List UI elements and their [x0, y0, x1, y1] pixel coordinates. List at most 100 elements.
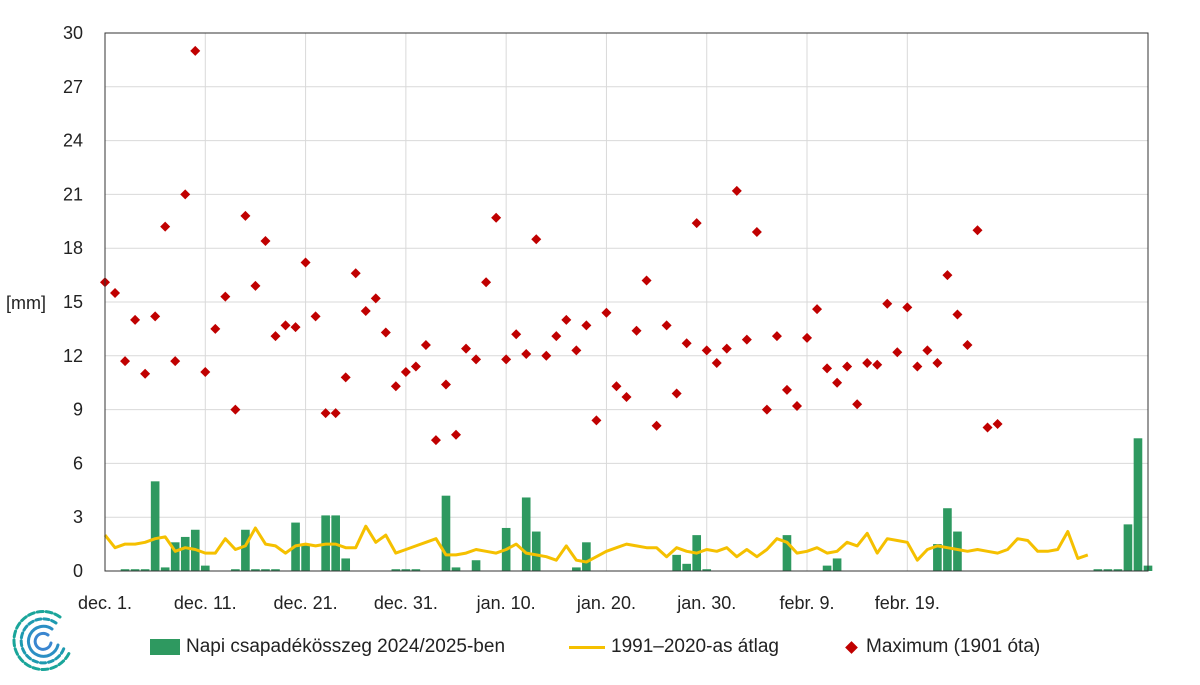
maximum-marker [140, 368, 151, 379]
precipitation-bar [933, 544, 942, 571]
maximum-marker [230, 404, 241, 415]
average-line [103, 524, 1089, 564]
precipitation-bar [672, 554, 681, 571]
y-tick-label: 12 [63, 346, 83, 366]
y-tick-label: 18 [63, 238, 83, 258]
precipitation-bar [160, 567, 170, 571]
maximum-marker [440, 379, 451, 390]
y-tick-label: 21 [63, 184, 83, 204]
maximum-marker [461, 343, 472, 354]
maximum-marker [501, 354, 512, 365]
maximum-marker [400, 366, 411, 377]
maximum-marker [390, 381, 401, 392]
maximum-marker [491, 212, 502, 223]
legend-line-swatch [569, 645, 606, 649]
precipitation-bar [301, 544, 310, 571]
y-tick-label: 15 [63, 292, 83, 312]
precipitation-bar [682, 563, 691, 571]
maximum-marker [170, 356, 181, 367]
maximum-marker [621, 392, 632, 403]
daily-precipitation-bars [120, 438, 1153, 571]
x-axis-ticks: dec. 1. dec. 11. dec. 21. dec. 31. jan. 10. j… [78, 593, 940, 613]
x-tick-label: dec. 21. [274, 593, 338, 613]
maximum-marker [240, 210, 251, 221]
maximum-marker [511, 329, 522, 340]
maximum-marker [290, 322, 301, 333]
maximum-marker [521, 349, 532, 360]
precipitation-bar [391, 569, 401, 571]
x-tick-label: febr. 9. [779, 593, 834, 613]
maximum-marker [982, 422, 993, 433]
maximum-marker [551, 331, 562, 342]
maximum-marker [671, 388, 682, 399]
maximum-marker [781, 384, 792, 395]
y-axis-ticks: 0 3 6 9 12 15 18 21 24 27 30 [63, 23, 83, 581]
maximum-marker [571, 345, 582, 356]
maximum-marker [852, 399, 863, 410]
maximum-marker [591, 415, 602, 426]
maximum-marker [992, 418, 1003, 429]
maximum-marker [481, 277, 492, 288]
precipitation-bar [261, 569, 270, 571]
precipitation-bar [471, 560, 481, 571]
maximum-marker [711, 357, 722, 368]
maximum-marker [761, 404, 772, 415]
precipitation-bar [1103, 569, 1113, 571]
precipitation-bar [1113, 569, 1123, 571]
maximum-marker [220, 291, 231, 302]
precipitation-bar [200, 565, 210, 571]
x-tick-label: jan. 30. [676, 593, 736, 613]
precipitation-bar [822, 565, 832, 571]
maximum-marker [771, 331, 782, 342]
maximum-marker [410, 361, 421, 372]
maximum-marker [832, 377, 843, 388]
maximum-marker [210, 323, 221, 334]
legend-bar-swatch [150, 639, 180, 655]
maximum-marker [451, 429, 462, 440]
precipitation-bar [782, 535, 792, 571]
maximum-marker [611, 381, 622, 392]
maximum-marker [541, 350, 552, 361]
maximum-marker [741, 334, 752, 345]
maximum-marker [200, 366, 211, 377]
maximum-marker [972, 225, 983, 236]
maximum-marker [180, 189, 191, 200]
precipitation-bar [531, 531, 541, 571]
y-tick-label: 3 [73, 507, 83, 527]
maximum-marker [922, 345, 933, 356]
maximum-marker [651, 420, 662, 431]
x-tick-label: dec. 1. [78, 593, 132, 613]
y-tick-label: 9 [73, 400, 83, 420]
y-axis-label: [mm] [6, 293, 46, 313]
precipitation-bar [943, 508, 952, 571]
maximum-marker [842, 361, 853, 372]
maximum-marker [952, 309, 963, 320]
maximum-marker [942, 270, 953, 281]
precipitation-bar [130, 569, 140, 571]
maximum-marker [531, 234, 542, 245]
maximum-marker [641, 275, 652, 286]
x-tick-label: jan. 10. [476, 593, 536, 613]
maximum-marker [300, 257, 311, 268]
precipitation-bar [140, 569, 150, 571]
precipitation-bar [341, 558, 351, 571]
maximum-marker [130, 314, 141, 325]
maximum-marker [320, 408, 331, 419]
maximum-marker [872, 359, 883, 370]
precipitation-bar [170, 542, 180, 571]
legend-diamond-swatch [845, 640, 858, 654]
maximum-marker [250, 280, 261, 291]
maximum-marker [380, 327, 391, 338]
maximum-markers [100, 45, 1003, 446]
precipitation-bar [451, 567, 461, 571]
swirl-logo-icon [12, 609, 72, 671]
maximum-marker [902, 302, 913, 313]
maximum-marker [882, 298, 893, 309]
x-tick-label: dec. 11. [174, 593, 237, 613]
legend: Napi csapadékösszeg 2024/2025-ben 1991–2… [150, 636, 1074, 658]
maximum-marker [160, 221, 171, 232]
maximum-marker [691, 218, 702, 229]
y-tick-label: 30 [63, 23, 83, 43]
precipitation-bar [231, 569, 240, 571]
